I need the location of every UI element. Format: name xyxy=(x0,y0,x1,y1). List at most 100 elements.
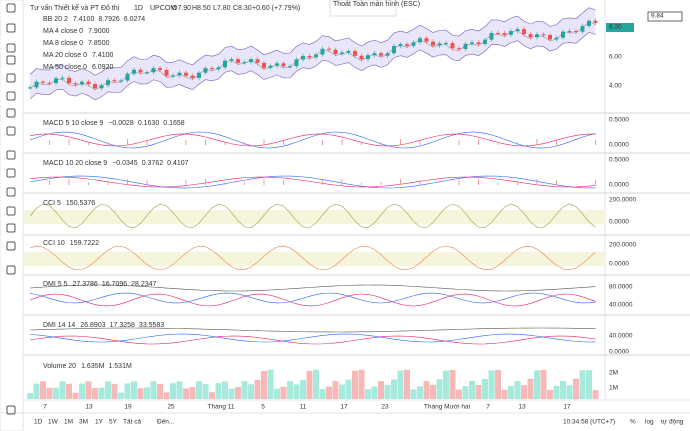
auto-toggle[interactable]: tự động xyxy=(661,419,684,426)
dmi-line xyxy=(29,335,596,345)
range-button[interactable]: 1M xyxy=(64,419,73,426)
candle-body xyxy=(372,53,377,56)
candle-body xyxy=(359,55,364,60)
tool-icon[interactable] xyxy=(6,126,16,136)
volume-bar xyxy=(85,381,92,399)
volume-bar xyxy=(404,369,410,399)
range-button[interactable]: 1W xyxy=(48,419,59,426)
legend-name: DMI 14 14 xyxy=(43,322,75,329)
volume-bar xyxy=(540,370,547,399)
candle-body xyxy=(574,30,578,32)
tool-icon[interactable] xyxy=(6,150,16,160)
legend-value: 16.7096 xyxy=(102,281,127,288)
legend-value: 7.8500 xyxy=(88,40,110,47)
volume-bar xyxy=(527,378,534,399)
ohlc-value: C8.30 xyxy=(233,5,252,12)
volume-bar xyxy=(46,387,53,399)
pane-axis-label: 0.5000 xyxy=(609,157,629,164)
candle-body xyxy=(145,72,149,74)
legend-value: 7.4100 xyxy=(92,52,114,59)
legend-name: Volume 20 xyxy=(43,363,76,370)
tool-icon[interactable] xyxy=(6,108,16,118)
volume-bar xyxy=(469,381,475,399)
time-axis-label: 11 xyxy=(300,404,307,411)
candle-body xyxy=(281,63,286,67)
signal-line xyxy=(29,133,596,147)
legend-value: 28.2347 xyxy=(131,281,156,288)
volume-bar xyxy=(384,384,391,399)
candle-body xyxy=(431,41,435,46)
tool-icon[interactable] xyxy=(6,168,16,178)
volume-bar xyxy=(306,370,313,399)
range-button[interactable]: Tất cả xyxy=(123,417,141,426)
candle-body xyxy=(541,34,546,36)
price-axis-label: 9.84 xyxy=(651,13,664,20)
legend-value: 0.1658 xyxy=(163,120,185,127)
tool-icon[interactable] xyxy=(6,187,16,197)
volume-bar xyxy=(573,378,579,399)
volume-bar xyxy=(111,383,118,399)
goto-date[interactable]: Đến... xyxy=(157,417,175,426)
chart-area xyxy=(23,7,690,399)
cci-band xyxy=(24,210,605,224)
candle-body xyxy=(106,80,110,86)
volume-bar xyxy=(215,383,222,399)
percent-toggle[interactable]: % xyxy=(630,419,636,426)
legend-value: 0.4107 xyxy=(167,160,189,167)
legend-name: DMI 5 5 xyxy=(43,281,68,288)
candle-body xyxy=(262,62,266,68)
volume-bar xyxy=(72,392,79,399)
volume-bar xyxy=(365,389,371,399)
range-button[interactable]: 3M xyxy=(79,419,88,426)
candle-body xyxy=(593,20,598,23)
tool-icon[interactable] xyxy=(6,73,16,83)
pane-axis-label: 0.0000 xyxy=(609,142,629,149)
candle-body xyxy=(132,69,136,74)
volume-bar xyxy=(378,381,384,399)
log-toggle[interactable]: log xyxy=(645,419,654,426)
candle-body xyxy=(385,53,390,56)
range-button[interactable]: 1Y xyxy=(95,419,104,426)
tool-icon[interactable] xyxy=(6,405,16,415)
tool-icon[interactable] xyxy=(6,23,16,33)
time-axis-label: Tháng Mười hai xyxy=(424,404,470,411)
tool-icon[interactable] xyxy=(6,206,16,216)
range-button[interactable]: 1D xyxy=(34,419,43,426)
candle-body xyxy=(366,55,370,60)
volume-bar xyxy=(456,389,462,399)
candle-body xyxy=(229,59,234,61)
range-button[interactable]: 5Y xyxy=(109,419,118,426)
tool-icon[interactable] xyxy=(6,55,16,65)
adx-line xyxy=(29,284,596,292)
tool-icon[interactable] xyxy=(6,223,16,233)
tool-icon[interactable] xyxy=(6,241,16,251)
legend-value: 8.7926 xyxy=(98,16,120,23)
candle-body xyxy=(249,59,253,63)
price-axis-label: 6.00 xyxy=(609,54,622,61)
volume-bar xyxy=(287,381,293,399)
interval: 1D xyxy=(134,5,143,12)
legend-value: −0.0345 xyxy=(112,160,138,167)
pane-axis-label: 200.0000 xyxy=(609,197,636,204)
tool-icon[interactable] xyxy=(6,265,16,275)
volume-bar xyxy=(410,389,417,399)
candle-body xyxy=(171,75,175,77)
volume-bar xyxy=(53,387,59,399)
legend-value: 0.3762 xyxy=(142,160,164,167)
pane-axis-label: 80.0000 xyxy=(609,284,633,291)
tool-icon[interactable] xyxy=(6,43,16,53)
candle-body xyxy=(80,81,84,85)
volume-bar xyxy=(222,381,228,399)
volume-bar xyxy=(339,384,345,399)
candle-body xyxy=(268,65,273,68)
volume-bar xyxy=(482,378,488,399)
legend-name: MA 50 close 0 xyxy=(43,64,87,71)
candle-body xyxy=(489,32,494,40)
volume-bar xyxy=(196,381,202,399)
tool-icon[interactable] xyxy=(6,91,16,101)
tool-icon[interactable] xyxy=(6,3,16,13)
volume-bar xyxy=(131,381,137,399)
candle-body xyxy=(119,80,123,82)
legend-value: 159.7222 xyxy=(70,240,99,247)
legend-name: MACD 5 10 close 9 xyxy=(43,120,103,127)
